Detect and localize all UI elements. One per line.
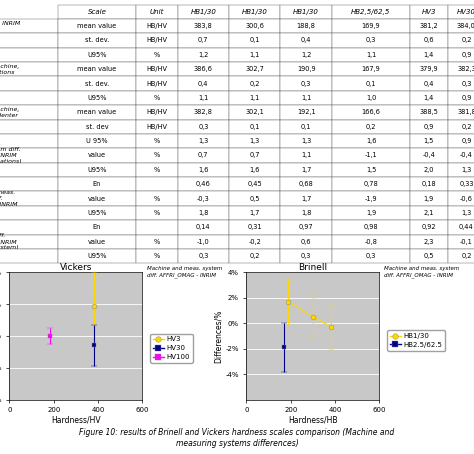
Text: Machine and meas. system
diff. AFFRI_OMAG - INRIM: Machine and meas. system diff. AFFRI_OMA… [384, 266, 459, 278]
Legend: HB1/30, HB2.5/62.5: HB1/30, HB2.5/62.5 [387, 331, 445, 350]
Title: Brinell: Brinell [298, 262, 328, 271]
X-axis label: Hardness/HB: Hardness/HB [288, 416, 337, 425]
Y-axis label: Differences/%: Differences/% [214, 309, 223, 363]
Text: Machine and meas. system
diff. AFFRI_OMAG - INRIM: Machine and meas. system diff. AFFRI_OMA… [147, 266, 222, 278]
Title: Vickers: Vickers [60, 262, 92, 271]
Text: Figure 10: results of Brinell and Vickers hardness scales comparison (Machine an: Figure 10: results of Brinell and Vicker… [79, 429, 395, 448]
Legend: HV3, HV30, HV100: HV3, HV30, HV100 [150, 334, 192, 363]
X-axis label: Hardness/HV: Hardness/HV [51, 416, 100, 425]
